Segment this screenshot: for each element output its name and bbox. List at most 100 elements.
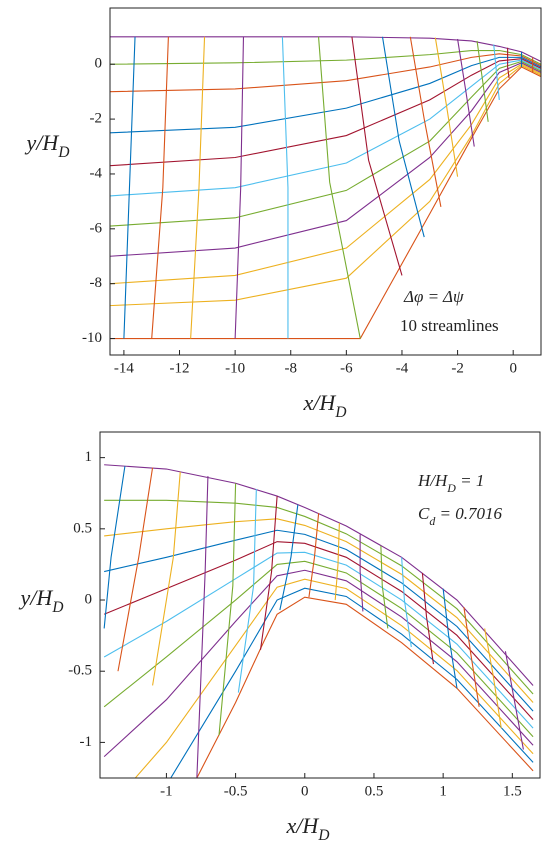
y-tick-label: 0 — [85, 591, 93, 607]
flow-line — [463, 607, 480, 707]
x-tick-label: -14 — [114, 360, 134, 376]
x-tick-label: 0.5 — [365, 783, 384, 799]
annotation-part: D — [446, 481, 456, 495]
annotation: Δφ = Δψ — [403, 287, 464, 306]
flow-line — [237, 488, 257, 693]
y-axis-label-part: D — [51, 599, 63, 616]
flow-line — [434, 37, 459, 177]
flow-line — [103, 541, 534, 720]
flow-line — [110, 49, 541, 65]
flow-line — [110, 58, 541, 167]
flow-line — [134, 578, 534, 778]
y-tick-label: -2 — [90, 111, 103, 127]
annotation: Cd = 0.7016 — [418, 504, 503, 528]
plot-area — [110, 36, 541, 340]
flow-line — [409, 36, 442, 207]
flow-line — [476, 40, 489, 122]
y-tick-label: 0.5 — [73, 520, 92, 536]
x-axis-label-part: D — [334, 404, 346, 421]
axes-box — [99, 431, 541, 779]
y-axis-label-part: y/H — [19, 585, 54, 610]
flow-line — [218, 483, 237, 736]
y-axis-label: y/HD — [19, 585, 64, 616]
flow-line — [117, 467, 154, 672]
annotation-part: = 1 — [456, 471, 484, 490]
x-axis-label-part: D — [317, 827, 329, 844]
flow-line — [196, 476, 209, 778]
flow-line — [103, 560, 534, 738]
x-tick-label: -4 — [396, 360, 409, 376]
flow-line — [110, 60, 541, 227]
x-tick-label: -6 — [340, 360, 353, 376]
flow-line — [151, 36, 169, 339]
x-tick-label: 1.5 — [503, 783, 522, 799]
annotation-part: d — [429, 514, 435, 528]
y-axis-label-part: y/H — [25, 130, 60, 155]
y-tick-label: -0.5 — [68, 663, 92, 679]
flow-line — [259, 496, 278, 650]
flow-line — [104, 464, 534, 686]
x-tick-label: -8 — [284, 360, 297, 376]
x-tick-label: -10 — [225, 360, 245, 376]
flow-line — [110, 63, 541, 285]
y-tick-label: -10 — [82, 330, 102, 346]
x-tick-label: -1 — [160, 783, 173, 799]
flow-line — [234, 36, 245, 339]
x-axis-label-part: x/H — [286, 813, 320, 838]
flow-line — [110, 36, 541, 62]
flow-line — [334, 523, 340, 601]
y-tick-label: -6 — [90, 220, 103, 236]
flow-line — [493, 44, 500, 100]
x-tick-label: 0 — [301, 783, 309, 799]
annotation-part: Δφ = Δψ — [403, 287, 464, 306]
annotation: H/HD = 1 — [417, 471, 484, 495]
annotation-part: = 0.7016 — [435, 504, 502, 523]
flow-line — [110, 64, 541, 307]
flow-line — [504, 651, 524, 750]
flow-line — [103, 569, 534, 758]
flow-line — [401, 557, 412, 648]
flow-line — [380, 545, 389, 629]
y-tick-label: 0 — [95, 56, 103, 72]
axes-box — [109, 7, 542, 356]
flow-line — [110, 66, 541, 340]
flow-line — [381, 36, 425, 238]
flow-line — [279, 504, 299, 611]
x-tick-label: -12 — [170, 360, 190, 376]
annotation-part: H/H — [417, 471, 449, 490]
y-axis-label: y/HD — [25, 130, 70, 161]
x-tick-label: -2 — [451, 360, 464, 376]
flow-line — [196, 596, 534, 778]
annotation-part: C — [418, 504, 430, 523]
annotation-part: 10 streamlines — [400, 316, 499, 335]
flow-line — [359, 534, 364, 612]
x-tick-label: -0.5 — [224, 783, 248, 799]
y-tick-label: -4 — [90, 165, 103, 181]
y-tick-label: 1 — [85, 449, 93, 465]
x-axis-label: x/HD — [286, 813, 330, 844]
flow-line — [110, 56, 541, 134]
annotation: 10 streamlines — [400, 316, 499, 335]
flow-line — [190, 36, 206, 339]
flow-line — [103, 551, 534, 729]
y-axis-label-part: D — [57, 144, 69, 161]
flow-line — [110, 59, 541, 197]
flow-line — [104, 518, 534, 703]
flow-line — [104, 529, 534, 712]
flow-line — [104, 499, 534, 695]
flow-line — [457, 38, 475, 147]
y-tick-label: -8 — [90, 275, 103, 291]
flow-line — [442, 588, 458, 689]
x-tick-label: 0 — [509, 360, 517, 376]
flow-line — [484, 628, 502, 729]
x-axis-label-part: x/H — [303, 390, 337, 415]
flow-line — [123, 36, 136, 339]
flow-line — [170, 587, 534, 778]
flow-line — [308, 513, 320, 598]
flow-line — [103, 466, 126, 629]
flow-line — [318, 36, 361, 339]
flow-line — [421, 572, 435, 665]
flow-line — [110, 53, 541, 93]
